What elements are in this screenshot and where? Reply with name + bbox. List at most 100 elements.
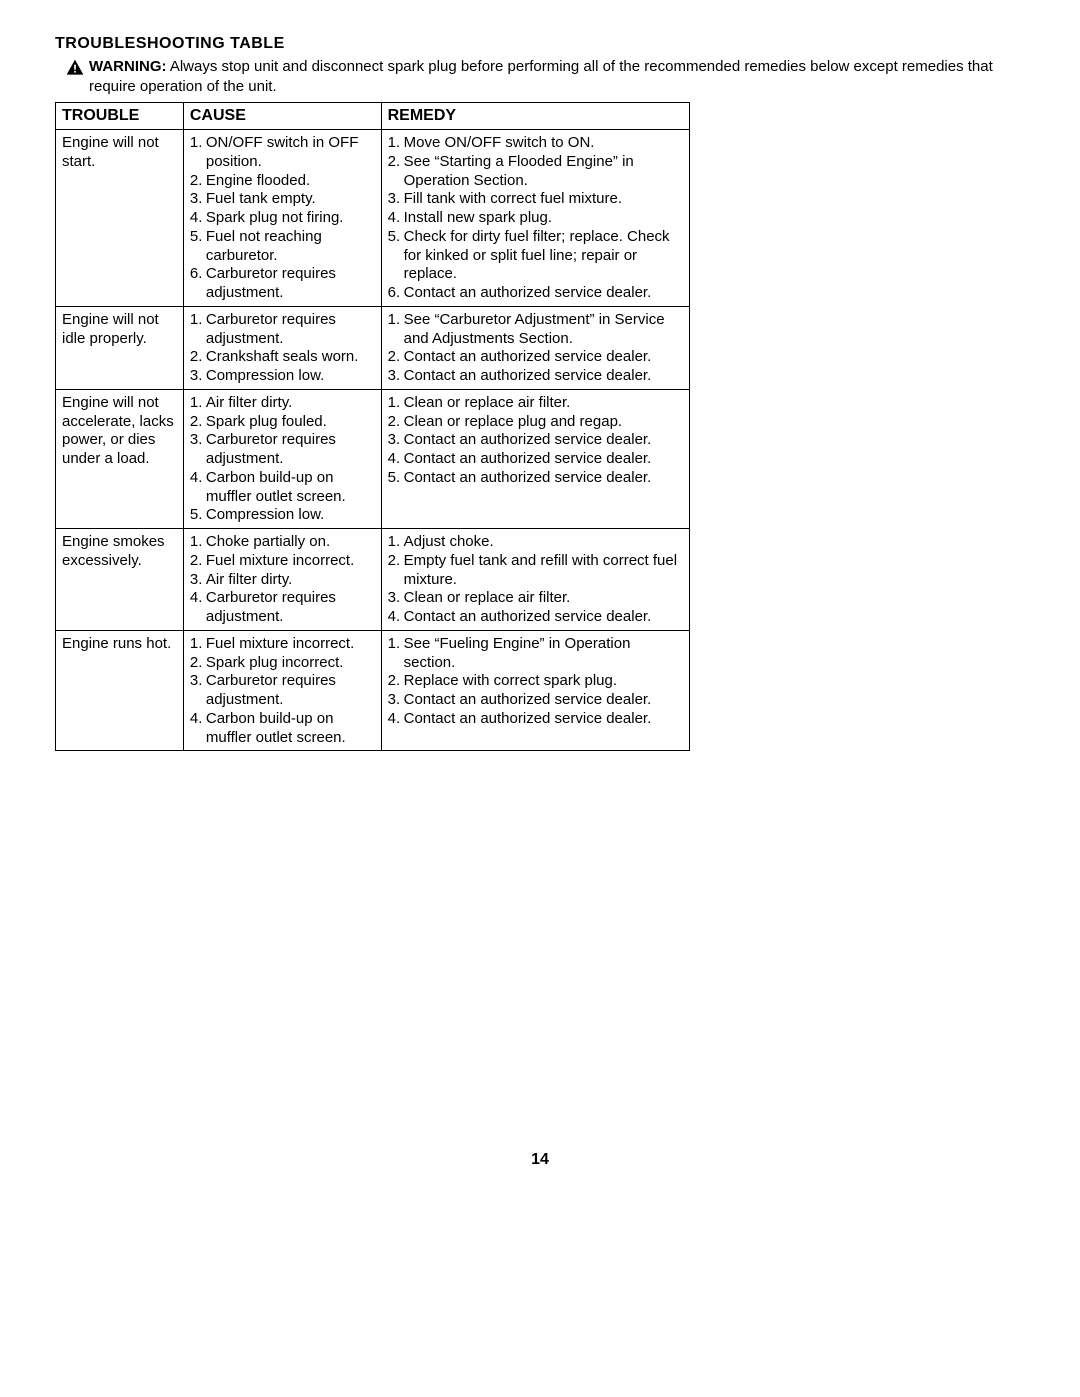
list-text: Replace with correct spark plug. bbox=[404, 672, 683, 691]
list-text: Empty fuel tank and refill with correct … bbox=[404, 552, 683, 590]
list-text: Adjust choke. bbox=[404, 533, 683, 552]
trouble-cell: Engine will not start. bbox=[56, 130, 184, 307]
list-number: 1. bbox=[388, 311, 404, 330]
list-number: 4. bbox=[388, 608, 404, 627]
list-item: 3.Contact an authorized service dealer. bbox=[388, 431, 683, 450]
list-text: Spark plug incorrect. bbox=[206, 654, 375, 673]
warning-text: WARNING: Always stop unit and disconnect… bbox=[89, 57, 1025, 96]
list-text: Contact an authorized service dealer. bbox=[404, 367, 683, 386]
list-number: 2. bbox=[388, 153, 404, 172]
list-item: 3.Contact an authorized service dealer. bbox=[388, 691, 683, 710]
trouble-cell: Engine runs hot. bbox=[56, 630, 184, 751]
page-number: 14 bbox=[55, 1151, 1025, 1169]
cause-cell: 1.Carburetor requires adjustment.2.Crank… bbox=[183, 306, 381, 389]
trouble-cell: Engine will not idle properly. bbox=[56, 306, 184, 389]
list-item: 6.Contact an authorized service dealer. bbox=[388, 284, 683, 303]
list-number: 2. bbox=[190, 552, 206, 571]
list-text: Carbon build-up on muffler outlet screen… bbox=[206, 710, 375, 748]
list-number: 2. bbox=[388, 348, 404, 367]
remedy-cell: 1.Move ON/OFF switch to ON.2.See “Starti… bbox=[381, 130, 689, 307]
list-text: Install new spark plug. bbox=[404, 209, 683, 228]
list-number: 1. bbox=[190, 134, 206, 153]
warning-label: WARNING: bbox=[89, 58, 167, 75]
list-text: Carburetor requires adjustment. bbox=[206, 311, 375, 349]
section-title: TROUBLESHOOTING TABLE bbox=[55, 35, 1025, 53]
list-text: Spark plug fouled. bbox=[206, 413, 375, 432]
list-text: Clean or replace air filter. bbox=[404, 394, 683, 413]
list-text: Contact an authorized service dealer. bbox=[404, 710, 683, 729]
list-item: 4.Install new spark plug. bbox=[388, 209, 683, 228]
list-item: 2.See “Starting a Flooded Engine” in Ope… bbox=[388, 153, 683, 191]
list-text: Choke partially on. bbox=[206, 533, 375, 552]
list-item: 5.Compression low. bbox=[190, 506, 375, 525]
list-text: Air filter dirty. bbox=[206, 571, 375, 590]
list-item: 6.Carburetor requires adjustment. bbox=[190, 265, 375, 303]
warning-block: WARNING: Always stop unit and disconnect… bbox=[55, 57, 1025, 96]
list-number: 1. bbox=[190, 635, 206, 654]
troubleshooting-table: TROUBLE CAUSE REMEDY Engine will not sta… bbox=[55, 102, 690, 751]
col-header-cause: CAUSE bbox=[183, 103, 381, 130]
trouble-cell: Engine smokes excessively. bbox=[56, 529, 184, 631]
cause-cell: 1.Choke partially on.2.Fuel mixture inco… bbox=[183, 529, 381, 631]
list-item: 1.Move ON/OFF switch to ON. bbox=[388, 134, 683, 153]
list-text: Carburetor requires adjustment. bbox=[206, 431, 375, 469]
remedy-cell: 1.Clean or replace air filter.2.Clean or… bbox=[381, 389, 689, 528]
list-number: 4. bbox=[190, 209, 206, 228]
list-number: 6. bbox=[388, 284, 404, 303]
list-text: Compression low. bbox=[206, 367, 375, 386]
col-header-remedy: REMEDY bbox=[381, 103, 689, 130]
list-number: 1. bbox=[388, 635, 404, 654]
page-content: TROUBLESHOOTING TABLE WARNING: Always st… bbox=[55, 35, 1025, 1169]
list-item: 5.Contact an authorized service dealer. bbox=[388, 469, 683, 488]
list-number: 5. bbox=[190, 228, 206, 247]
list-item: 4.Contact an authorized service dealer. bbox=[388, 608, 683, 627]
list-number: 3. bbox=[190, 367, 206, 386]
list-number: 3. bbox=[388, 691, 404, 710]
list-text: Carbon build-up on muffler outlet screen… bbox=[206, 469, 375, 507]
list-text: Contact an authorized service dealer. bbox=[404, 450, 683, 469]
list-text: Fuel mixture incorrect. bbox=[206, 635, 375, 654]
table-row: Engine will not idle properly.1.Carburet… bbox=[56, 306, 690, 389]
warning-body: Always stop unit and disconnect spark pl… bbox=[89, 58, 993, 95]
list-item: 4.Carbon build-up on muffler outlet scre… bbox=[190, 469, 375, 507]
list-text: See “Carburetor Adjustment” in Service a… bbox=[404, 311, 683, 349]
list-text: Check for dirty fuel filter; replace. Ch… bbox=[404, 228, 683, 284]
list-number: 4. bbox=[190, 710, 206, 729]
list-text: Contact an authorized service dealer. bbox=[404, 348, 683, 367]
list-item: 1.See “Carburetor Adjustment” in Service… bbox=[388, 311, 683, 349]
list-number: 2. bbox=[190, 172, 206, 191]
warning-icon bbox=[65, 57, 85, 83]
list-number: 1. bbox=[388, 394, 404, 413]
list-text: Contact an authorized service dealer. bbox=[404, 284, 683, 303]
list-item: 3.Contact an authorized service dealer. bbox=[388, 367, 683, 386]
list-number: 2. bbox=[190, 348, 206, 367]
cause-cell: 1.ON/OFF switch in OFF position.2.Engine… bbox=[183, 130, 381, 307]
list-text: Contact an authorized service dealer. bbox=[404, 431, 683, 450]
remedy-cell: 1.See “Fueling Engine” in Operation sect… bbox=[381, 630, 689, 751]
list-number: 5. bbox=[388, 469, 404, 488]
list-item: 2.Contact an authorized service dealer. bbox=[388, 348, 683, 367]
list-number: 1. bbox=[190, 533, 206, 552]
list-number: 5. bbox=[388, 228, 404, 247]
list-text: Contact an authorized service dealer. bbox=[404, 608, 683, 627]
list-item: 2.Engine flooded. bbox=[190, 172, 375, 191]
list-text: Engine flooded. bbox=[206, 172, 375, 191]
list-number: 3. bbox=[388, 589, 404, 608]
list-item: 3.Fuel tank empty. bbox=[190, 190, 375, 209]
list-item: 4.Spark plug not firing. bbox=[190, 209, 375, 228]
list-number: 4. bbox=[388, 450, 404, 469]
list-number: 4. bbox=[190, 589, 206, 608]
list-item: 2.Spark plug incorrect. bbox=[190, 654, 375, 673]
list-text: Move ON/OFF switch to ON. bbox=[404, 134, 683, 153]
list-number: 2. bbox=[388, 672, 404, 691]
cause-cell: 1. Air filter dirty.2.Spark plug fouled.… bbox=[183, 389, 381, 528]
list-number: 2. bbox=[190, 654, 206, 673]
list-text: Contact an authorized service dealer. bbox=[404, 691, 683, 710]
list-text: Fill tank with correct fuel mixture. bbox=[404, 190, 683, 209]
trouble-cell: Engine will not accelerate, lacks power,… bbox=[56, 389, 184, 528]
list-item: 4.Carbon build-up on muffler outlet scre… bbox=[190, 710, 375, 748]
list-item: 3.Carburetor requires adjustment. bbox=[190, 672, 375, 710]
col-header-trouble: TROUBLE bbox=[56, 103, 184, 130]
list-text: Carburetor requires adjustment. bbox=[206, 672, 375, 710]
remedy-cell: 1.See “Carburetor Adjustment” in Service… bbox=[381, 306, 689, 389]
